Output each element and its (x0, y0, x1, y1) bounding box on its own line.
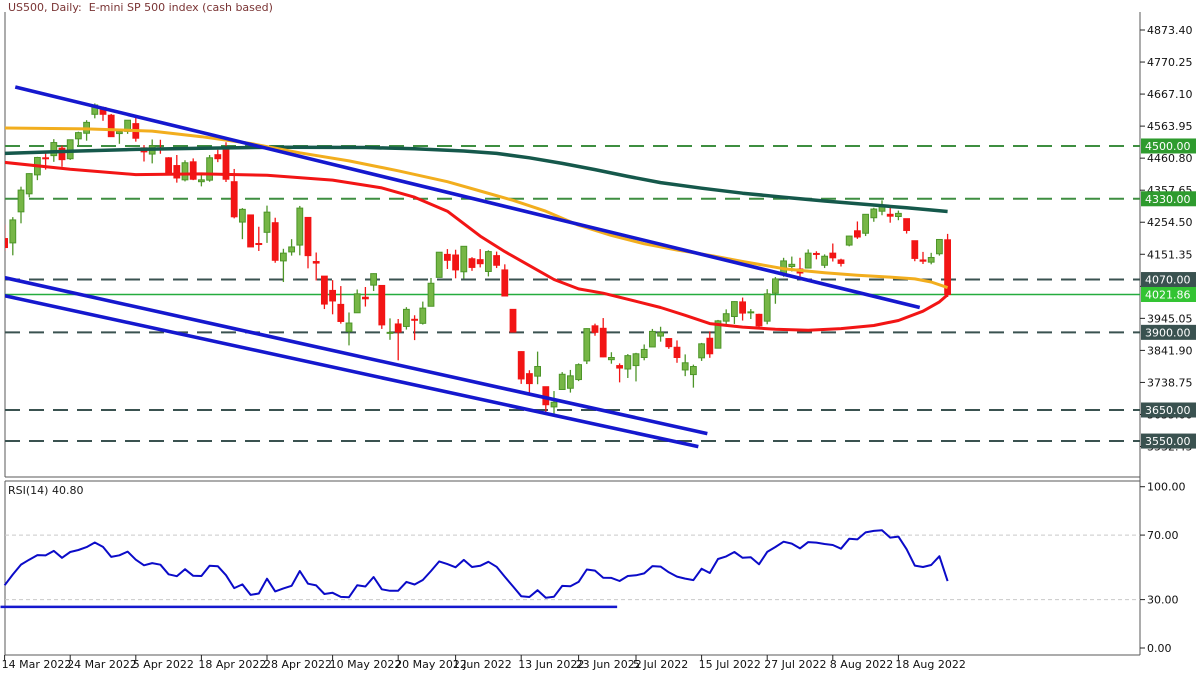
price-axis-tick-label: 4770.25 (1147, 56, 1193, 69)
price-axis-tick-label: 4254.50 (1147, 216, 1193, 229)
date-axis-label: 20 May 2022 (395, 658, 467, 671)
date-axis-label: 8 Aug 2022 (830, 658, 893, 671)
price-badge-current: 4021.86 (1141, 286, 1196, 302)
price-axis-tick-label: 3945.05 (1147, 312, 1193, 325)
date-axis-label: 18 Apr 2022 (198, 658, 266, 671)
date-axis-label: 5 Jul 2022 (633, 658, 688, 671)
date-axis-label: 13 Jun 2022 (518, 658, 584, 671)
price-axis-tick-label: 4563.95 (1147, 120, 1193, 133)
date-axis-label: 18 Aug 2022 (895, 658, 965, 671)
price-axis-tick-label: 4667.10 (1147, 88, 1193, 101)
svg-text:3650.00: 3650.00 (1145, 404, 1191, 417)
date-axis-label: 5 Apr 2022 (133, 658, 194, 671)
price-badge-level: 4070.00 (1141, 272, 1196, 288)
rsi-axis-tick-label: 100.00 (1147, 481, 1186, 494)
trendline[interactable] (5, 293, 699, 449)
ma-slow-line (5, 145, 948, 214)
svg-text:3900.00: 3900.00 (1145, 326, 1191, 339)
horizontal-levels[interactable] (5, 144, 1140, 443)
price-badge-level: 3650.00 (1141, 402, 1196, 418)
svg-text:3550.00: 3550.00 (1145, 435, 1191, 448)
price-axis[interactable]: 4873.404770.254667.104563.954460.804357.… (1140, 24, 1193, 454)
rsi-axis-tick-label: 0.00 (1147, 642, 1172, 655)
rsi-line (3, 529, 949, 599)
trendline[interactable] (14, 85, 921, 310)
date-axis-label: 10 May 2022 (330, 658, 402, 671)
trendline[interactable] (5, 275, 708, 436)
svg-text:4330.00: 4330.00 (1145, 193, 1191, 206)
price-axis-tick-label: 3841.90 (1147, 344, 1193, 357)
price-badge-level: 3900.00 (1141, 324, 1196, 340)
rsi-pane[interactable]: 100.00 70.00 30.00 0.00 (0, 481, 1186, 655)
svg-text:4021.86: 4021.86 (1145, 288, 1191, 301)
price-axis-tick-label: 4873.40 (1147, 24, 1193, 37)
pane-borders (4, 12, 1141, 656)
date-axis-label: 24 Mar 2022 (67, 658, 137, 671)
trendlines[interactable] (5, 85, 921, 449)
ma-fast-line (5, 160, 949, 332)
price-badge-level: 3550.00 (1141, 433, 1196, 449)
chart-symbol-title: US500, Daily: E-mini SP 500 index (cash … (8, 1, 273, 14)
candlesticks (5, 103, 952, 415)
date-axis-label: 15 Jul 2022 (699, 658, 761, 671)
date-axis-label: 23 Jun 2022 (576, 658, 642, 671)
date-axis-label: 28 Apr 2022 (264, 658, 332, 671)
price-axis-tick-label: 4151.35 (1147, 248, 1193, 261)
svg-text:4070.00: 4070.00 (1145, 274, 1191, 287)
price-axis-tick-label: 4460.80 (1147, 152, 1193, 165)
date-axis-label: 27 Jul 2022 (764, 658, 826, 671)
date-axis-label: 14 Mar 2022 (2, 658, 72, 671)
price-axis-tick-label: 3738.75 (1147, 376, 1193, 389)
date-axis-label: 1 Jun 2022 (453, 658, 512, 671)
price-badge-level: 4500.00 (1141, 138, 1196, 154)
rsi-indicator-label: RSI(14) 40.80 (8, 484, 84, 497)
price-pane[interactable] (2, 85, 952, 449)
rsi-axis-tick-label: 70.00 (1147, 529, 1179, 542)
svg-text:4500.00: 4500.00 (1145, 140, 1191, 153)
price-badge-level: 4330.00 (1141, 191, 1196, 207)
rsi-axis-tick-label: 30.00 (1147, 594, 1179, 607)
